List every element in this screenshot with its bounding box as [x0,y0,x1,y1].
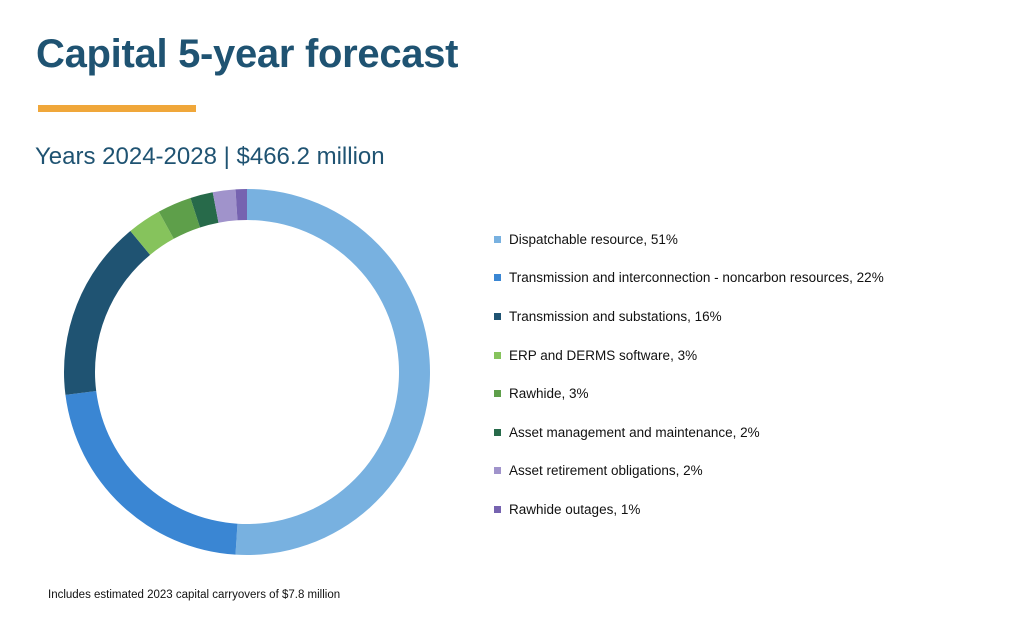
donut-chart [64,189,430,555]
legend-label: Transmission and interconnection - nonca… [509,270,884,286]
legend-item: Rawhide, 3% [494,374,884,413]
legend-label: Dispatchable resource, 51% [509,231,678,247]
legend-item: Rawhide outages, 1% [494,490,884,529]
donut-slice-erp-and-derms-software [130,211,174,255]
donut-slice-asset-management-and-maintenance [190,192,219,228]
legend-item: Asset retirement obligations, 2% [494,452,884,491]
legend-swatch [494,351,501,359]
donut-slice-rawhide-outages [235,189,247,221]
legend-label: Transmission and substations, 16% [509,308,722,324]
title-accent-bar [38,105,196,112]
legend-item: Asset management and maintenance, 2% [494,413,884,452]
footnote: Includes estimated 2023 capital carryove… [48,589,341,601]
legend-swatch [494,428,501,436]
donut-slice-asset-retirement-obligations [212,189,238,223]
donut-slice-transmission-and-interconnection-noncarbon-resources [65,391,238,555]
legend-item: Transmission and interconnection - nonca… [494,259,884,298]
donut-slice-transmission-and-substations [64,230,151,395]
chart-legend: Dispatchable resource, 51% Transmission a… [494,220,884,529]
legend-swatch [494,274,501,282]
legend-label: ERP and DERMS software, 3% [509,347,698,363]
legend-swatch [494,467,501,475]
legend-item: Transmission and substations, 16% [494,297,884,336]
legend-item: Dispatchable resource, 51% [494,220,884,259]
legend-label: Rawhide, 3% [509,386,589,402]
legend-swatch [494,505,501,513]
donut-slice-dispatchable-resource [235,189,430,555]
legend-label: Rawhide outages, 1% [509,501,641,517]
page-subtitle: Years 2024-2028 | $466.2 million [35,143,385,170]
legend-label: Asset retirement obligations, 2% [509,463,703,479]
page-title: Capital 5-year forecast [36,32,459,76]
legend-swatch [494,235,501,243]
legend-swatch [494,390,501,398]
legend-item: ERP and DERMS software, 3% [494,336,884,375]
legend-label: Asset management and maintenance, 2% [509,424,760,440]
legend-swatch [494,312,501,320]
donut-slice-rawhide [158,197,201,239]
